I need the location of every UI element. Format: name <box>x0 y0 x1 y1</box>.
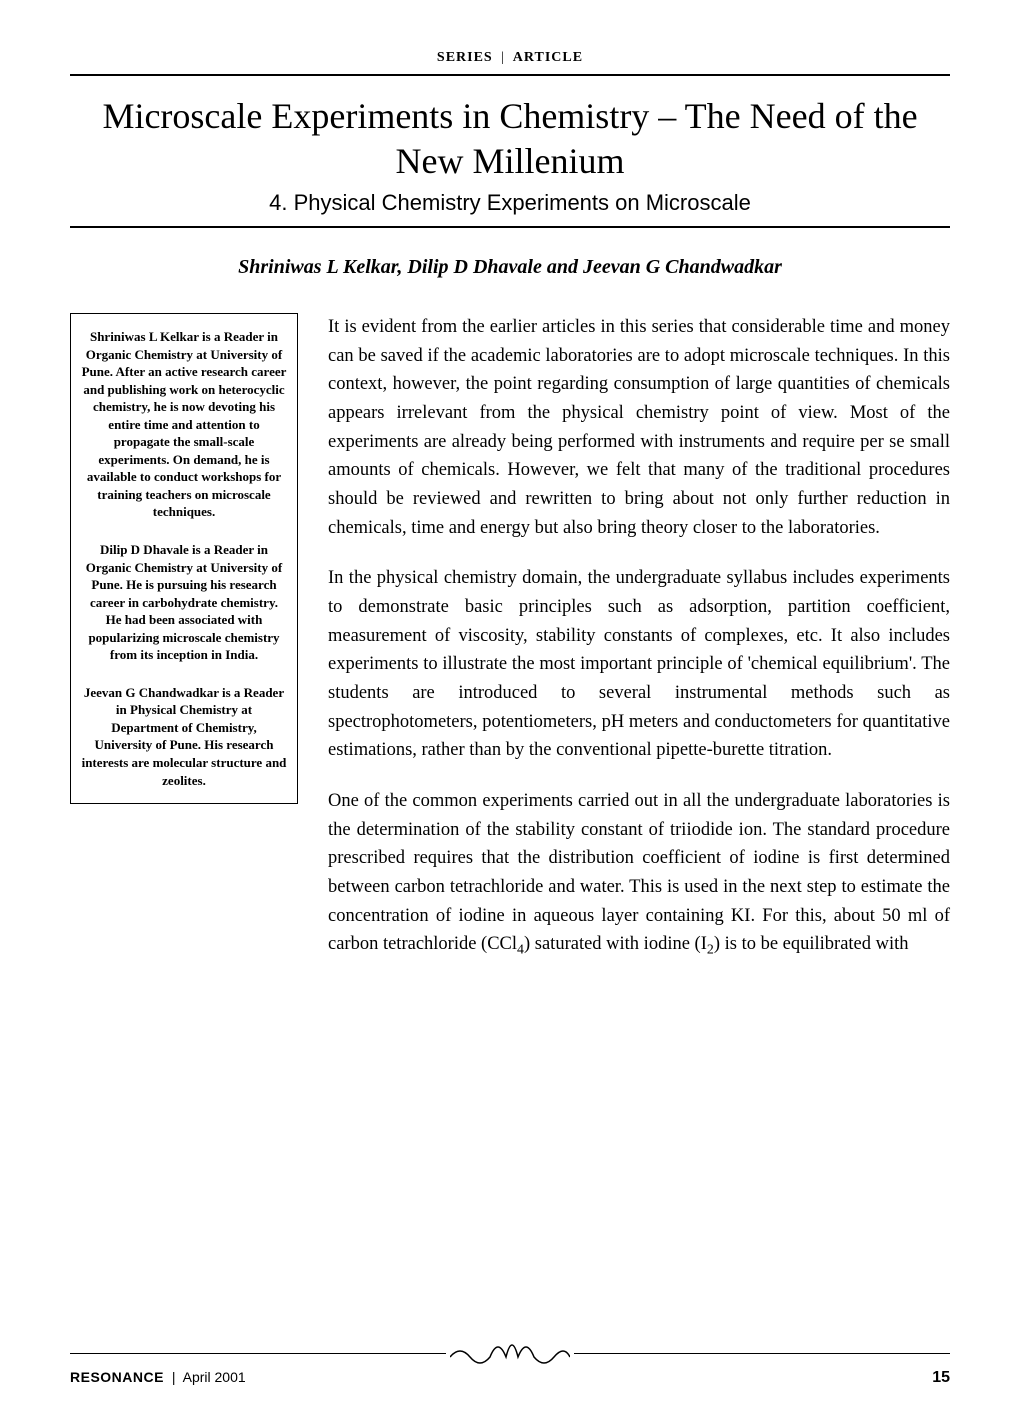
footer-left: RESONANCE | April 2001 <box>70 1369 246 1385</box>
issue-date: April 2001 <box>183 1369 246 1385</box>
footer-rule-right <box>574 1353 950 1354</box>
author-bios-sidebar: Shriniwas L Kelkar is a Reader in Organi… <box>70 313 298 804</box>
footer-rule-left <box>70 1353 446 1354</box>
article-body: It is evident from the earlier articles … <box>328 313 950 962</box>
bio-1: Shriniwas L Kelkar is a Reader in Organi… <box>81 328 287 521</box>
footer-row: RESONANCE | April 2001 15 <box>70 1369 950 1387</box>
mid-rule <box>70 226 950 228</box>
footer-separator: | <box>172 1369 176 1385</box>
series-label: SERIES <box>437 50 493 65</box>
body-para-2: In the physical chemistry domain, the un… <box>328 564 950 765</box>
bio-3: Jeevan G Chandwadkar is a Reader in Phys… <box>81 684 287 789</box>
body-para-1: It is evident from the earlier articles … <box>328 313 950 542</box>
body-para-3: One of the common experiments carried ou… <box>328 787 950 962</box>
footer-ornament <box>70 1341 950 1365</box>
journal-name: RESONANCE <box>70 1369 164 1385</box>
bio-2: Dilip D Dhavale is a Reader in Organic C… <box>81 541 287 664</box>
authors-line: Shriniwas L Kelkar, Dilip D Dhavale and … <box>70 256 950 279</box>
page-footer: RESONANCE | April 2001 15 <box>70 1341 950 1387</box>
footer-wave-icon <box>450 1341 570 1365</box>
header-separator: | <box>501 50 505 65</box>
article-label: ARTICLE <box>513 50 583 65</box>
article-title: Microscale Experiments in Chemistry – Th… <box>70 94 950 184</box>
article-subtitle: 4. Physical Chemistry Experiments on Mic… <box>70 190 950 216</box>
top-rule <box>70 74 950 76</box>
series-header: SERIES | ARTICLE <box>70 50 950 66</box>
content-area: Shriniwas L Kelkar is a Reader in Organi… <box>70 313 950 962</box>
page-number: 15 <box>932 1369 950 1387</box>
